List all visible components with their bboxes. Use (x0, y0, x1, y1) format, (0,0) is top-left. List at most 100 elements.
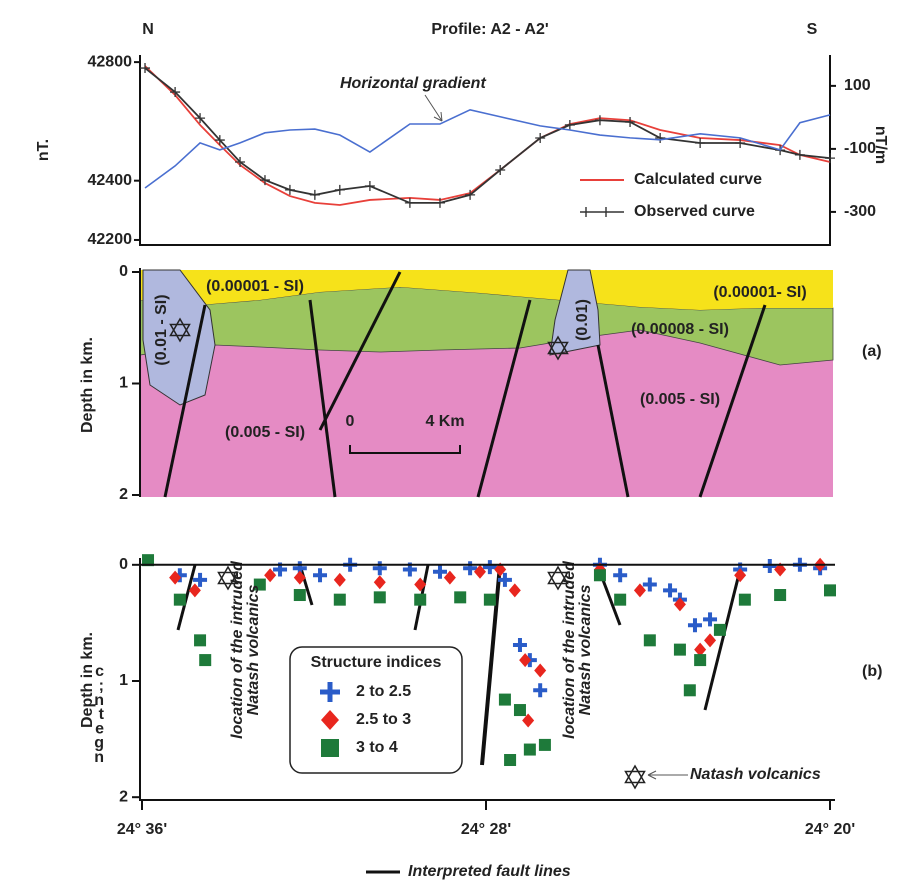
square-point (199, 654, 212, 667)
layer-label: (0.00001 - SI) (206, 278, 304, 295)
plus-point (372, 561, 387, 576)
star-triangle (217, 565, 239, 585)
intrusion (549, 269, 601, 356)
plus-point (642, 577, 657, 592)
plus-marker (170, 87, 181, 98)
legend-label: Observed curve (634, 203, 755, 220)
fault-line (601, 579, 622, 626)
y-tick-label: 42400 (88, 172, 133, 189)
plus-marker (434, 197, 445, 208)
plus-point (482, 560, 497, 575)
cropped-text: c (95, 663, 104, 680)
diamond-point (508, 583, 521, 598)
y2-tick-label: -300 (844, 203, 876, 220)
square-point (774, 589, 787, 602)
cropped-text: t (99, 706, 105, 723)
star-triangle (547, 335, 569, 355)
legend-marker (321, 710, 339, 730)
plus-marker (140, 63, 151, 74)
north-label: N (142, 21, 154, 38)
cropped-text: n (94, 749, 104, 766)
diamond-point (694, 642, 707, 657)
diamond-point (264, 568, 277, 583)
layer-label: (0.005 - SI) (225, 424, 305, 441)
square-point (694, 654, 707, 667)
plus-marker (364, 181, 375, 192)
fault-line (480, 564, 502, 766)
plus-point (512, 637, 527, 652)
plus-marker (309, 189, 320, 200)
rotated-annotation: location of the intruded (561, 560, 578, 739)
y2-tick-label: -100 (844, 140, 876, 157)
square-point (333, 593, 346, 606)
plus-point (193, 572, 208, 587)
square-point (738, 593, 751, 606)
fault-line (298, 564, 314, 606)
plus-marker (564, 119, 575, 130)
cropped-text: g (94, 735, 104, 752)
legend-label: 3 to 4 (356, 739, 398, 756)
layer-label: (0.005 - SI) (640, 391, 720, 408)
panel-label: (a) (862, 343, 882, 360)
diamond-point (534, 663, 547, 678)
plus-point (762, 558, 777, 573)
star-annotation: Natash volcanics (690, 766, 821, 783)
y2-axis-label: nT/m (872, 126, 889, 164)
legend-marker (320, 682, 340, 702)
series-line (144, 67, 831, 204)
star-icon (169, 317, 191, 343)
legend-marker (580, 207, 624, 217)
y-tick-label: 42200 (88, 231, 133, 248)
star-triangle (624, 770, 646, 790)
square-point (253, 578, 266, 591)
plus-marker (334, 184, 345, 195)
fault-legend-label: Interpreted fault lines (408, 863, 571, 880)
star-icon (547, 565, 569, 591)
star-triangle (217, 571, 239, 591)
plus-point (463, 561, 478, 576)
chart-title: Profile: A2 - A2' (431, 21, 548, 38)
diamond-point (169, 570, 182, 585)
intrusion (142, 269, 216, 406)
square-point (713, 623, 726, 636)
y-tick-label: 0 (119, 263, 128, 280)
south-label: S (807, 21, 818, 38)
diamond-point (473, 564, 486, 579)
scale-bar-label: 4 Km (425, 413, 464, 430)
fault-line (308, 299, 337, 498)
diamond-point (373, 575, 386, 590)
diamond-point (734, 568, 747, 583)
square-point (683, 684, 696, 697)
square-point (614, 593, 627, 606)
legend-title: Structure indices (311, 654, 442, 671)
square-point (194, 634, 207, 647)
square-point (373, 591, 386, 604)
diamond-point (494, 562, 507, 577)
diamond-point (293, 570, 306, 585)
plus-point (432, 564, 447, 579)
fault-line (596, 344, 630, 498)
square-point (483, 593, 496, 606)
diamond-point (333, 572, 346, 587)
plus-marker (695, 138, 706, 149)
cropped-text: e (95, 720, 104, 737)
square-point (173, 593, 186, 606)
plus-marker (404, 197, 415, 208)
star-icon (547, 335, 569, 361)
square-point (142, 554, 155, 567)
star-triangle (547, 341, 569, 361)
square-point (414, 593, 427, 606)
y-axis-label: Depth in km. (79, 337, 96, 433)
diamond-point (522, 713, 535, 728)
diamond-point (633, 583, 646, 598)
plus-point (663, 583, 678, 598)
plus-point (687, 618, 702, 633)
x-tick-label: 24° 36' (117, 821, 167, 838)
scale-bar-label: 0 (346, 413, 355, 430)
plus-point (497, 572, 512, 587)
square-point (643, 634, 656, 647)
legend-label: 2.5 to 3 (356, 711, 411, 728)
x-tick-label: 24° 28' (461, 821, 511, 838)
fault-line (318, 271, 402, 431)
